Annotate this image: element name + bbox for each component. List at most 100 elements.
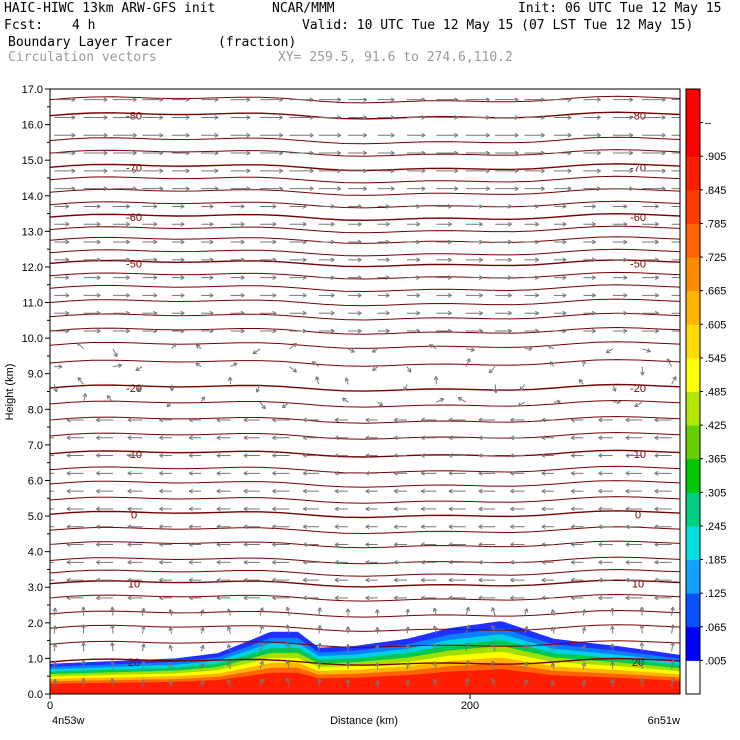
- wind-vector-164: [334, 559, 349, 565]
- wind-vector-31: [317, 660, 322, 670]
- wind-vector-249: [243, 488, 260, 494]
- wind-vector-138: [216, 577, 231, 583]
- wind-vector-229: [302, 506, 319, 512]
- wind-vector-166: [393, 559, 407, 565]
- isotherm-label-8-0: 20: [128, 657, 140, 669]
- wind-vector-344: [448, 417, 466, 423]
- wind-vector-480: [171, 275, 185, 280]
- wind-vector-360: [436, 398, 445, 403]
- colorbar-label-9: .545: [705, 353, 726, 365]
- wind-vector-460: [230, 293, 245, 298]
- wind-vector-435: [142, 310, 158, 316]
- wind-vector-419: [318, 328, 335, 334]
- wind-vector-706: [348, 97, 368, 103]
- tracer-band-8: [50, 669, 680, 694]
- wind-vector-481: [201, 275, 214, 280]
- wind-vector-53: [317, 642, 322, 652]
- wind-vector-396: [76, 341, 84, 350]
- wind-vector-350: [625, 417, 643, 423]
- wind-vector-661: [318, 132, 342, 138]
- wind-vector-634: [171, 150, 190, 156]
- colorbar-swatch-11: [686, 290, 700, 325]
- wind-vector-44: [52, 643, 58, 652]
- wind-vector-710: [465, 97, 490, 103]
- wind-vector-535: [495, 239, 512, 245]
- wind-vector-24: [110, 660, 115, 670]
- wind-vector-654: [113, 132, 137, 138]
- wind-vector-341: [365, 417, 378, 423]
- wind-vector-200: [96, 524, 113, 530]
- wind-vector-575: [377, 204, 390, 209]
- wind-vector-686: [407, 115, 426, 120]
- wind-vector-177: [66, 542, 84, 547]
- wind-vector-167: [420, 559, 437, 565]
- isotherm-10: [50, 284, 680, 293]
- y-tick-label-8: 8.0: [28, 404, 43, 416]
- wind-vector-567: [142, 204, 158, 209]
- colorbar-swatch-14: [686, 189, 700, 224]
- wind-vector-425: [495, 328, 512, 334]
- wind-vector-352: [82, 393, 88, 403]
- wind-vector-655: [142, 132, 164, 138]
- colorbar-label-14: .845: [705, 185, 726, 197]
- wind-vector-239: [598, 506, 613, 512]
- wind-vector-13: [432, 678, 438, 688]
- wind-vector-30: [285, 660, 291, 670]
- wind-vector-386: [289, 366, 298, 373]
- x-tick-label-0: 0: [47, 700, 53, 712]
- wind-vector-572: [289, 204, 307, 209]
- wind-vector-158: [159, 559, 172, 565]
- wind-vector-317: [302, 435, 319, 441]
- wind-vector-510: [407, 257, 421, 263]
- isotherm-labeled-5: [50, 449, 680, 458]
- isotherm-label-6-0: 0: [131, 509, 137, 521]
- wind-vector-129: [598, 595, 613, 601]
- wind-vector-26: [168, 662, 174, 670]
- wind-vector-556: [465, 221, 483, 227]
- wind-vector-697: [83, 97, 108, 103]
- wind-vector-434: [113, 310, 130, 316]
- wind-vector-448: [524, 310, 540, 316]
- wind-vector-46: [110, 642, 115, 652]
- wind-vector-319: [365, 435, 378, 441]
- wind-vector-492: [524, 275, 540, 280]
- wind-vector-193: [541, 542, 554, 547]
- isotherm-label-5-0: -10: [126, 449, 142, 461]
- wind-vector-449: [554, 310, 567, 316]
- wind-vector-251: [302, 488, 319, 494]
- wind-vector-404: [429, 344, 437, 350]
- wind-vector-321: [420, 435, 437, 441]
- wind-vector-72: [227, 626, 232, 634]
- wind-vector-411: [83, 328, 101, 334]
- wind-vector-466: [407, 293, 421, 298]
- wind-vector-128: [570, 595, 584, 601]
- wind-vector-180: [159, 542, 172, 547]
- wind-vector-390: [465, 358, 471, 367]
- x-axis-right-location: 6n51w: [648, 715, 680, 727]
- wind-vector-137: [188, 577, 202, 583]
- wind-vector-264: [50, 472, 55, 474]
- wind-vector-233: [420, 506, 437, 512]
- wind-vector-479: [142, 275, 158, 280]
- wind-vector-358: [342, 397, 349, 403]
- wind-vector-143: [365, 577, 378, 583]
- wind-vector-172: [570, 559, 584, 565]
- wind-vector-185: [302, 542, 319, 547]
- wind-vector-473: [612, 293, 628, 298]
- wind-vector-516: [583, 257, 596, 263]
- wind-vector-207: [302, 524, 319, 530]
- isotherm-5: [50, 200, 680, 209]
- wind-vector-351: [654, 417, 672, 423]
- wind-vector-297: [365, 453, 378, 458]
- wind-vector-518: [642, 257, 659, 263]
- wind-vector-278: [448, 470, 466, 476]
- wind-vector-165: [365, 559, 378, 565]
- wind-vector-642: [407, 150, 426, 156]
- wind-vector-554: [407, 221, 421, 227]
- wind-vector-506: [289, 257, 307, 263]
- wind-vector-418: [289, 328, 307, 334]
- wind-vector-294: [272, 453, 290, 458]
- wind-vector-315: [243, 435, 260, 441]
- wind-vector-271: [243, 470, 260, 476]
- isotherm-24: [50, 556, 680, 565]
